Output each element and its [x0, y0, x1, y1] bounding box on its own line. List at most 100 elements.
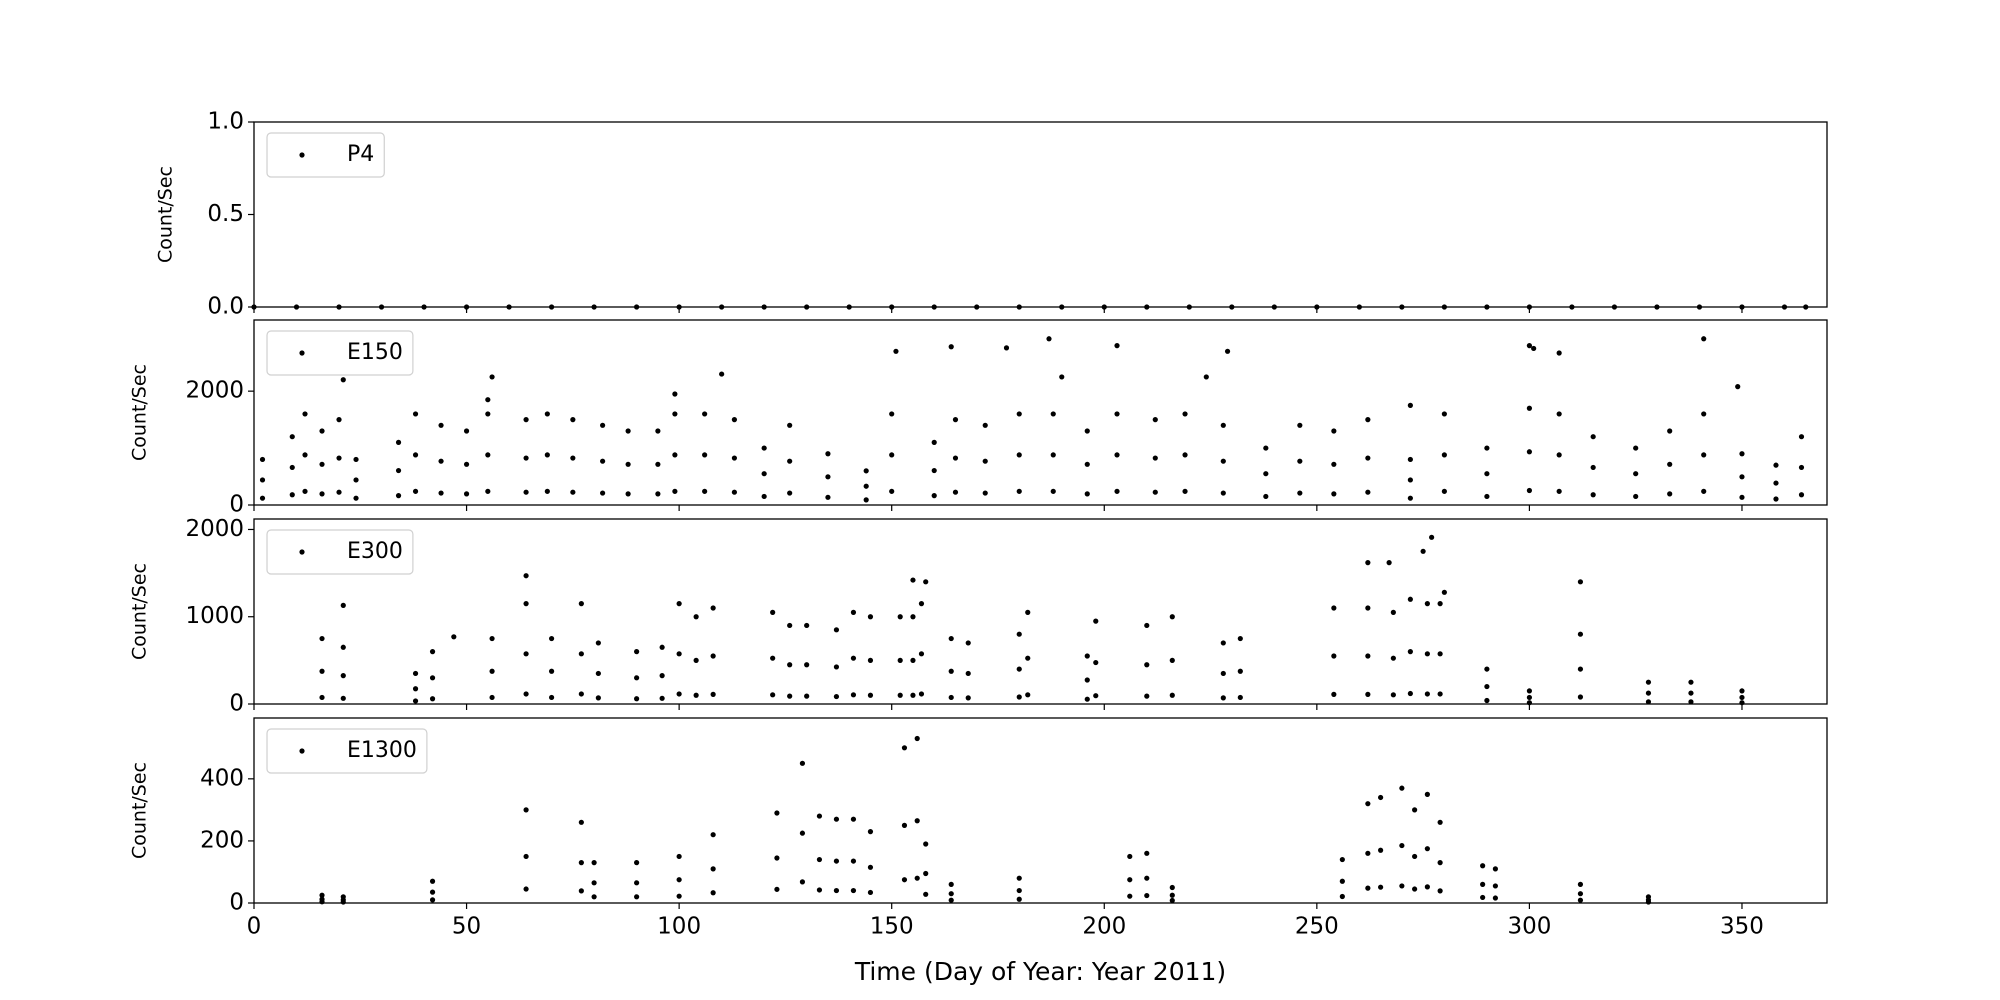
data-point — [591, 860, 597, 866]
data-point — [429, 889, 436, 895]
data-point — [1365, 455, 1371, 461]
data-point — [1339, 893, 1345, 900]
data-point — [804, 662, 810, 668]
data-point — [634, 696, 640, 702]
data-point — [774, 810, 780, 816]
data-point — [1331, 653, 1337, 659]
data-point — [659, 673, 665, 679]
data-point — [523, 651, 529, 657]
legend-box — [266, 132, 385, 178]
data-point — [1220, 490, 1226, 496]
data-point — [1025, 609, 1031, 615]
data-point — [1016, 875, 1022, 881]
data-point — [923, 579, 929, 585]
data-point — [523, 807, 529, 813]
data-point — [1492, 895, 1498, 901]
data-point — [1590, 464, 1596, 471]
data-point — [1016, 411, 1022, 417]
data-point — [1084, 677, 1090, 683]
data-point — [897, 692, 903, 698]
data-point — [1378, 794, 1384, 801]
data-point — [1365, 801, 1371, 807]
data-point — [319, 635, 325, 642]
data-point — [816, 813, 823, 819]
data-point — [787, 693, 793, 699]
data-point — [1577, 631, 1584, 637]
data-point — [1407, 402, 1413, 408]
data-point — [1084, 461, 1090, 467]
data-point — [289, 434, 295, 440]
data-point — [982, 422, 988, 428]
data-point — [1152, 455, 1158, 461]
data-point — [429, 649, 436, 655]
data-point — [1577, 891, 1584, 897]
y-tick-label: 200 — [200, 827, 244, 853]
data-point — [302, 452, 308, 458]
data-point — [485, 452, 491, 458]
data-point — [1480, 881, 1486, 887]
data-point — [850, 692, 857, 698]
data-point — [1297, 458, 1303, 464]
data-point — [289, 492, 295, 498]
data-point — [850, 887, 857, 894]
data-point — [1220, 422, 1226, 428]
data-point — [1016, 896, 1022, 902]
data-point — [1224, 348, 1231, 354]
data-point — [336, 455, 342, 461]
data-point — [1339, 856, 1345, 863]
data-point — [1424, 884, 1430, 890]
data-point — [799, 830, 806, 836]
data-point — [340, 377, 346, 383]
data-point — [1114, 452, 1120, 458]
y-tick-label: 1.0 — [207, 109, 244, 135]
data-point — [578, 888, 584, 894]
data-point — [412, 686, 419, 692]
y-axis-label: Count/Sec — [129, 762, 151, 859]
data-point — [1407, 649, 1413, 655]
data-point — [1093, 618, 1099, 624]
y-tick-label: 0.0 — [207, 294, 244, 320]
data-point — [948, 344, 954, 350]
data-point — [1169, 892, 1175, 898]
data-point — [1144, 622, 1150, 629]
data-point — [982, 490, 988, 496]
data-point — [1390, 692, 1396, 698]
legend-label: E150 — [347, 340, 403, 365]
data-point — [1365, 489, 1371, 495]
data-point — [1424, 846, 1430, 852]
data-point — [429, 696, 436, 702]
data-point — [544, 452, 550, 458]
data-point — [1688, 690, 1694, 696]
data-point — [1526, 343, 1533, 349]
data-point — [1645, 679, 1652, 685]
data-point — [1739, 494, 1745, 500]
legend-marker — [299, 350, 305, 356]
data-point — [799, 760, 806, 766]
data-point — [1531, 345, 1537, 352]
data-point — [710, 653, 716, 659]
data-point — [1739, 688, 1745, 694]
data-point — [918, 651, 925, 657]
data-point — [523, 417, 529, 423]
data-point — [489, 694, 495, 701]
data-point — [1220, 640, 1226, 646]
data-point — [833, 627, 840, 633]
data-point — [1688, 679, 1694, 685]
x-tick-label: 100 — [657, 914, 701, 940]
data-point — [489, 374, 495, 380]
data-point — [863, 497, 869, 503]
data-point — [948, 881, 954, 887]
data-point — [485, 397, 491, 403]
data-point — [923, 891, 929, 897]
data-point — [1441, 452, 1447, 458]
data-point — [1220, 695, 1226, 701]
data-point — [319, 668, 325, 674]
data-point — [901, 822, 908, 828]
data-point — [1084, 696, 1090, 702]
data-point — [336, 489, 342, 495]
data-point — [914, 818, 920, 824]
data-point — [672, 411, 678, 417]
y-axis-label: Count/Sec — [129, 364, 151, 461]
data-point — [1492, 866, 1498, 872]
data-point — [1152, 489, 1158, 495]
